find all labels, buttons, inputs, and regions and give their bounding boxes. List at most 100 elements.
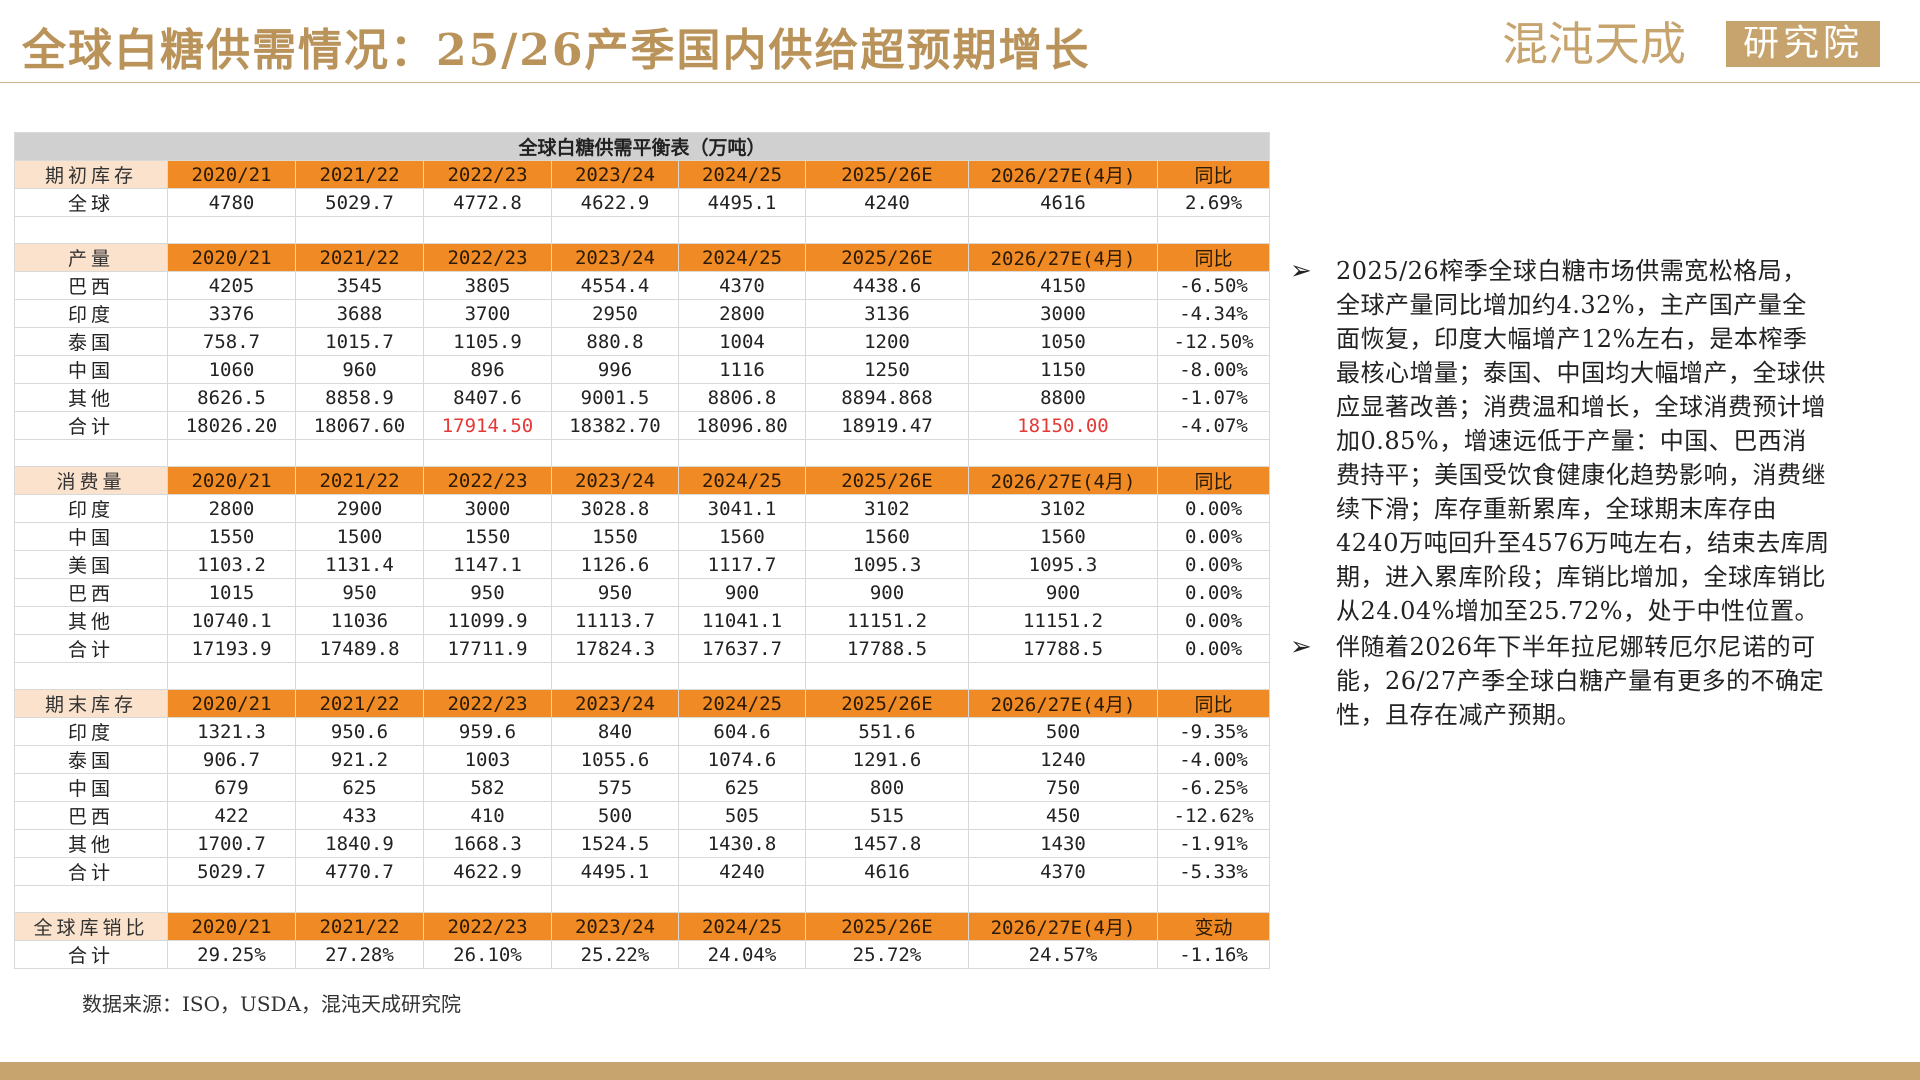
table-cell: -4.00% <box>1156 745 1271 774</box>
table-cell: 4780 <box>167 188 296 217</box>
table-cell: 9001.5 <box>551 383 679 412</box>
logo-script-text: 混沌天成 <box>1502 17 1686 71</box>
table-cell: 18067.60 <box>295 411 424 440</box>
section-label: 消费量 <box>14 466 168 495</box>
empty-cell <box>805 662 969 690</box>
table-title: 全球白糖供需平衡表（万吨） <box>13 132 1271 161</box>
table-cell: 950 <box>423 578 552 607</box>
table-cell: 625 <box>678 773 806 802</box>
table-cell: 17788.5 <box>968 634 1158 663</box>
empty-cell <box>805 216 969 244</box>
table-cell: 1105.9 <box>423 327 552 356</box>
table-cell: 1500 <box>295 522 424 551</box>
table-cell: -5.33% <box>1156 857 1271 886</box>
table-cell: 1560 <box>805 522 969 551</box>
column-header: 2022/23 <box>423 160 552 189</box>
balance-table-container: 全球白糖供需平衡表（万吨） 期初库存 2020/21 2021/22 2022/23 2… <box>13 132 1271 969</box>
table-cell: 4616 <box>968 188 1158 217</box>
table-cell: 679 <box>167 773 296 802</box>
empty-cell <box>167 885 296 913</box>
bullet-item: ➢ 伴随着2026年下半年拉尼娜转厄尔尼诺的可能，26/27产季全球白糖产量有更… <box>1290 630 1830 732</box>
column-header: 2025/26E <box>805 689 969 718</box>
column-header: 2026/27E(4月) <box>968 466 1158 495</box>
table-cell: 0.00% <box>1156 494 1271 523</box>
table-cell: 900 <box>968 578 1158 607</box>
empty-cell <box>551 662 679 690</box>
table-cell: 11036 <box>295 606 424 635</box>
table-cell: 3102 <box>805 494 969 523</box>
table-cell: 10740.1 <box>167 606 296 635</box>
table-cell: 896 <box>423 355 552 384</box>
column-header: 2020/21 <box>167 912 296 941</box>
header-divider <box>0 82 1920 83</box>
empty-cell <box>14 439 168 467</box>
empty-cell <box>295 662 424 690</box>
empty-cell <box>678 885 806 913</box>
empty-cell <box>14 662 168 690</box>
table-cell: 1074.6 <box>678 745 806 774</box>
table-row: 其他 10740.1 11036 11099.9 11113.7 11041.1 11151… <box>14 606 1271 635</box>
empty-cell <box>805 439 969 467</box>
table-row: 美国 1103.2 1131.4 1147.1 1126.6 1117.7 1095.3 10… <box>14 550 1271 579</box>
empty-cell <box>423 885 552 913</box>
table-row: 印度 2800 2900 3000 3028.8 3041.1 3102 3102 0.00% <box>14 494 1271 523</box>
column-header: 2023/24 <box>551 160 679 189</box>
table-cell: 2800 <box>167 494 296 523</box>
table-cell: 1147.1 <box>423 550 552 579</box>
table-cell: 27.28% <box>295 940 424 969</box>
table-row: 泰国 906.7 921.2 1003 1055.6 1074.6 1291.6 1240 -4… <box>14 745 1271 774</box>
table-row: 合计 5029.7 4770.7 4622.9 4495.1 4240 4616 4370 -5… <box>14 857 1271 886</box>
logo-box-text: 研究院 <box>1726 21 1880 67</box>
table-cell: 1550 <box>551 522 679 551</box>
empty-cell <box>167 216 296 244</box>
table-row: 合计 29.25% 27.28% 26.10% 25.22% 24.04% 25.72% 24… <box>14 940 1271 969</box>
table-row: 巴西 4205 3545 3805 4554.4 4370 4438.6 4150 -6.50% <box>14 271 1271 300</box>
row-label: 巴西 <box>14 801 168 830</box>
empty-cell <box>1156 439 1271 467</box>
table-row: 印度 3376 3688 3700 2950 2800 3136 3000 -4.34% <box>14 299 1271 328</box>
table-row: 其他 8626.5 8858.9 8407.6 9001.5 8806.8 8894.868… <box>14 383 1271 412</box>
column-header: 2023/24 <box>551 689 679 718</box>
table-cell: 11151.2 <box>805 606 969 635</box>
spacer-row <box>14 439 1271 467</box>
table-cell: 3041.1 <box>678 494 806 523</box>
table-cell: -12.62% <box>1156 801 1271 830</box>
table-cell: 8626.5 <box>167 383 296 412</box>
empty-cell <box>167 439 296 467</box>
column-header: 2020/21 <box>167 689 296 718</box>
table-cell: 1015.7 <box>295 327 424 356</box>
row-label: 巴西 <box>14 271 168 300</box>
table-cell: 1131.4 <box>295 550 424 579</box>
column-header: 2026/27E(4月) <box>968 689 1158 718</box>
section-header-row: 全球库销比 2020/21 2021/22 2022/23 2023/24 2024/25… <box>14 912 1271 941</box>
table-cell: 1200 <box>805 327 969 356</box>
row-label: 中国 <box>14 522 168 551</box>
column-header: 2024/25 <box>678 160 806 189</box>
column-header: 2024/25 <box>678 689 806 718</box>
table-cell: 11151.2 <box>968 606 1158 635</box>
table-cell: 2950 <box>551 299 679 328</box>
table-row: 泰国 758.7 1015.7 1105.9 880.8 1004 1200 1050 -12.… <box>14 327 1271 356</box>
table-cell: -1.91% <box>1156 829 1271 858</box>
column-header: 同比 <box>1156 243 1271 272</box>
table-cell: 1117.7 <box>678 550 806 579</box>
table-cell: 17711.9 <box>423 634 552 663</box>
table-cell: 0.00% <box>1156 522 1271 551</box>
column-header: 2020/21 <box>167 160 296 189</box>
empty-cell <box>968 439 1158 467</box>
table-row: 全球 4780 5029.7 4772.8 4622.9 4495.1 4240 4616 2.… <box>14 188 1271 217</box>
table-cell: 4495.1 <box>551 857 679 886</box>
column-header: 2023/24 <box>551 912 679 941</box>
analysis-bullets: ➢ 2025/26榨季全球白糖市场供需宽松格局，全球产量同比增加约4.32%，主… <box>1290 254 1830 734</box>
table-cell: 1240 <box>968 745 1158 774</box>
table-cell: 11041.1 <box>678 606 806 635</box>
table-cell: 4770.7 <box>295 857 424 886</box>
table-cell: 450 <box>968 801 1158 830</box>
row-label: 印度 <box>14 494 168 523</box>
column-header: 2022/23 <box>423 689 552 718</box>
table-cell: 4370 <box>678 271 806 300</box>
table-cell: -1.07% <box>1156 383 1271 412</box>
column-header: 2025/26E <box>805 912 969 941</box>
column-header: 2025/26E <box>805 466 969 495</box>
column-header: 2025/26E <box>805 243 969 272</box>
